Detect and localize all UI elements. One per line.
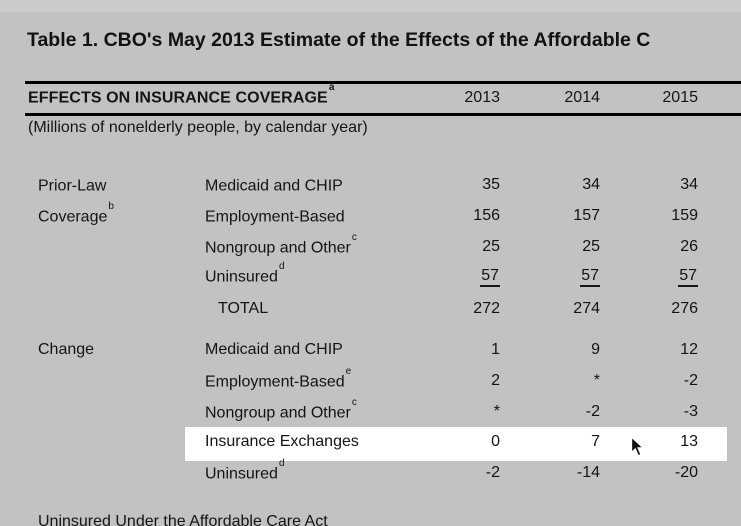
- table-row-change-uninsured: Uninsuredd -2 -14 -20: [0, 458, 741, 486]
- value-2013: 156: [473, 207, 500, 224]
- row-label: Nongroup and Otherc: [205, 397, 357, 422]
- value-2014: -2: [585, 403, 600, 420]
- value-2014: 57: [500, 267, 600, 287]
- value-2013: 272: [473, 300, 500, 317]
- row-group-label: Change: [38, 341, 95, 358]
- value-2015: 159: [671, 207, 698, 224]
- table-row-insurance-exchanges[interactable]: Insurance Exchanges 0 7 13: [0, 433, 741, 455]
- footnote-marker-d: d: [278, 458, 285, 469]
- year-column-2014: 2014: [564, 89, 600, 106]
- table-row-total: TOTAL 272 274 276: [0, 300, 741, 322]
- table-row-change-nongroup: Nongroup and Otherc * -2 -3: [0, 397, 741, 425]
- table-row-uninsured: Uninsuredd 57 57 57: [0, 261, 741, 289]
- value-2015: -2: [683, 372, 698, 389]
- value-2014: -14: [576, 464, 600, 481]
- value-2013: 57: [400, 267, 500, 287]
- header-effects-label: EFFECTS ON INSURANCE COVERAGEa: [28, 82, 334, 107]
- row-label: Medicaid and CHIP: [205, 177, 343, 195]
- header-effects-text: EFFECTS ON INSURANCE COVERAGE: [28, 89, 328, 107]
- value-2014: 9: [591, 341, 600, 358]
- year-column-2015: 2015: [662, 89, 698, 106]
- row-label: Nongroup and Otherc: [205, 232, 357, 257]
- value-2013: 1: [491, 341, 500, 358]
- row-label: Medicaid and CHIP: [205, 341, 343, 358]
- value-2015: 57: [598, 267, 698, 287]
- value-2013: 0: [491, 433, 500, 450]
- row-group-label: Coverageb: [38, 201, 114, 226]
- table-row-prior-law-medicaid: Prior-Law Medicaid and CHIP 35 34 34: [0, 176, 741, 198]
- year-column-2013: 2013: [464, 89, 500, 106]
- table-rule-header: [25, 113, 741, 116]
- value-2014: 7: [591, 433, 600, 450]
- row-label: Employment-Based: [205, 208, 345, 226]
- footnote-marker-c: c: [351, 232, 357, 243]
- table-title: Table 1. CBO's May 2013 Estimate of the …: [27, 29, 651, 51]
- table-subtitle: (Millions of nonelderly people, by calen…: [28, 119, 368, 136]
- value-2013: -2: [485, 464, 500, 481]
- footnote-marker-d: d: [278, 261, 285, 272]
- row-group-label: Prior-Law: [38, 177, 107, 195]
- value-2013: 2: [491, 372, 500, 389]
- value-2014: 25: [582, 238, 600, 255]
- row-label: Uninsuredd: [205, 458, 285, 483]
- value-2015: -20: [674, 464, 698, 481]
- footnote-marker-b: b: [108, 201, 114, 212]
- table-row-change-medicaid: Change Medicaid and CHIP 1 9 12: [0, 341, 741, 363]
- value-2013: 25: [482, 238, 500, 255]
- value-2015: 34: [680, 176, 698, 193]
- footnote-marker-c: c: [351, 397, 357, 408]
- value-2015: 12: [680, 341, 698, 358]
- value-2015: 276: [671, 300, 698, 317]
- table-rule-top: [25, 81, 741, 84]
- row-label: Uninsuredd: [205, 261, 285, 286]
- value-2014: 274: [573, 300, 600, 317]
- value-2014: 157: [573, 207, 600, 224]
- table-header-row: EFFECTS ON INSURANCE COVERAGEa 2013 2014…: [0, 82, 741, 110]
- value-2014: 34: [582, 176, 600, 193]
- value-2015: 13: [680, 433, 698, 450]
- table-row-nongroup: Nongroup and Otherc 25 25 26: [0, 232, 741, 260]
- page-top-strip: [0, 0, 741, 12]
- table-row-change-employment: Employment-Basede 2 * -2: [0, 366, 741, 394]
- table-row-coverage-employment: Coverageb Employment-Based 156 157 159: [0, 201, 741, 229]
- value-2015: -3: [683, 403, 698, 420]
- value-2013: *: [493, 403, 500, 420]
- value-2013: 35: [482, 176, 500, 193]
- footnote-marker-a: a: [328, 82, 335, 93]
- arrow-cursor-icon: [630, 436, 645, 457]
- value-2014: *: [593, 372, 600, 389]
- row-label: Insurance Exchanges: [205, 433, 359, 450]
- footnote-marker-e: e: [345, 366, 352, 377]
- clipped-next-section-text: Uninsured Under the Affordable Care Act: [38, 513, 328, 526]
- value-2015: 26: [680, 238, 698, 255]
- row-label-total: TOTAL: [218, 300, 269, 317]
- row-label: Employment-Basede: [205, 366, 352, 391]
